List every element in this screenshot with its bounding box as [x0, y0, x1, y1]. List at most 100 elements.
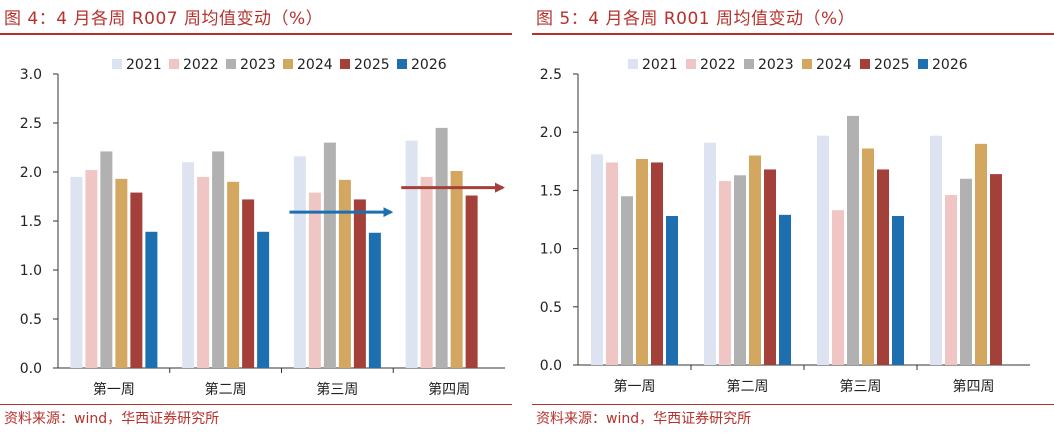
r007-bar-2023-1: [100, 151, 113, 368]
r001-bar-2024-4: [975, 143, 987, 365]
r007-source-rule: [0, 404, 512, 405]
r001-legend-label-2025: 2025: [874, 57, 910, 73]
r001-bar-2024-1: [636, 158, 648, 365]
r007-y-tick-label: 1.0: [20, 263, 42, 279]
r007-bar-2025-4: [465, 195, 478, 368]
r001-bar-2025-3: [877, 169, 889, 365]
r001-bar-2022-2: [719, 181, 731, 365]
r001-figure-title: 图 5：4 月各周 R001 周均值变动（%）: [536, 9, 856, 29]
r007-bar-2024-1: [115, 178, 128, 368]
r001-legend-swatch-2023: [744, 59, 754, 69]
r007-legend-label-2026: 2026: [411, 57, 447, 73]
r001-bar-2021-1: [591, 154, 603, 365]
r007-legend-swatch-2023: [226, 59, 236, 69]
r007-figure-title: 图 4：4 月各周 R007 周均值变动（%）: [4, 9, 324, 29]
r001-bar-2023-1: [621, 196, 633, 365]
r001-bar-2023-4: [960, 178, 972, 365]
r007-y-tick-label: 3.0: [20, 67, 42, 83]
r001-category-label: 第一周: [614, 378, 656, 395]
r007-category-label: 第二周: [205, 381, 247, 398]
r001-legend-swatch-2026: [918, 59, 928, 69]
r001-bar-2023-2: [734, 175, 746, 365]
r007-y-tick-label: 1.5: [20, 214, 42, 230]
r001-bar-2026-3: [892, 216, 904, 365]
r007-category-label: 第一周: [93, 381, 135, 398]
r001-legend-label-2026: 2026: [932, 57, 968, 73]
r001-bar-2025-2: [764, 169, 776, 365]
r001-chart-panel: 图 5：4 月各周 R001 周均值变动（%） 2021 2022 2023 2024…: [532, 0, 1054, 435]
r001-source-rule: [532, 404, 1054, 405]
r007-category-label: 第三周: [316, 381, 358, 398]
r007-legend-swatch-2025: [340, 59, 350, 69]
r001-bar-chart: 2021 2022 2023 2024 2025 2026 0.0 0.5 1.0 1.5 2.0 2…: [540, 57, 1030, 395]
r001-y-tick-label: 1.5: [540, 183, 562, 199]
r001-legend-label-2021: 2021: [642, 57, 678, 73]
r001-bar-2024-3: [862, 148, 874, 365]
r007-bar-2025-1: [130, 192, 143, 368]
r007-legend-label-2022: 2022: [183, 57, 219, 73]
r007-legend-label-2023: 2023: [240, 57, 276, 73]
r001-bar-2022-4: [945, 195, 957, 365]
r007-bar-2026-1: [145, 231, 158, 368]
r001-legend-swatch-2021: [628, 59, 638, 69]
r001-y-tick-label: 0.0: [540, 358, 562, 374]
r007-bar-2021-1: [70, 176, 83, 368]
r007-legend-label-2025: 2025: [354, 57, 390, 73]
r007-legend-swatch-2024: [283, 59, 293, 69]
r001-legend-label-2024: 2024: [816, 57, 852, 73]
r007-bar-2022-4: [420, 176, 433, 368]
r007-bar-2022-2: [197, 176, 210, 368]
r007-bar-2022-3: [308, 192, 321, 368]
r001-bar-2022-3: [832, 210, 844, 365]
r007-legend-swatch-2022: [169, 59, 179, 69]
r007-y-tick-label: 2.0: [20, 165, 42, 181]
r007-bar-2021-2: [182, 162, 195, 368]
r001-legend-swatch-2022: [686, 59, 696, 69]
r007-bar-2026-3: [368, 232, 381, 368]
r007-y-tick-label: 0.0: [20, 361, 42, 377]
r007-category-label: 第四周: [428, 381, 470, 398]
r001-legend-label-2022: 2022: [700, 57, 736, 73]
r001-y-tick-label: 2.0: [540, 125, 562, 141]
r001-bar-2021-3: [817, 135, 829, 365]
r007-legend-swatch-2021: [112, 59, 122, 69]
r007-bar-2024-4: [450, 171, 463, 368]
r007-bar-2021-4: [405, 140, 418, 368]
r001-bar-2024-2: [749, 155, 761, 365]
r001-bar-2025-4: [990, 174, 1002, 365]
r007-legend-swatch-2026: [397, 59, 407, 69]
r001-category-label: 第三周: [840, 378, 882, 395]
r007-legend-label-2021: 2021: [126, 57, 162, 73]
r007-bar-chart: 2021 2022 2023 2024 2025 2026 0.0 0.5 1.0 1.5 2.0 2…: [20, 57, 505, 398]
r001-category-label: 第四周: [953, 378, 995, 395]
r001-bar-2025-1: [651, 162, 663, 365]
r001-y-tick-label: 2.5: [540, 67, 562, 83]
r001-bar-2021-2: [704, 142, 716, 365]
r007-bar-2021-3: [293, 156, 306, 368]
r007-bar-2022-1: [85, 170, 98, 368]
r007-source-note: 资料来源：wind，华西证券研究所: [4, 411, 220, 427]
r007-legend-label-2024: 2024: [297, 57, 333, 73]
r007-bar-2024-3: [338, 179, 351, 368]
r007-y-tick-label: 2.5: [20, 116, 42, 132]
r007-title-rule: [0, 33, 512, 35]
r007-bar-2024-2: [227, 181, 240, 368]
r001-y-tick-label: 0.5: [540, 300, 562, 316]
r001-bar-2021-4: [930, 135, 942, 365]
r001-source-note: 资料来源：wind，华西证券研究所: [536, 411, 752, 427]
r001-legend-label-2023: 2023: [758, 57, 794, 73]
r001-category-label: 第二周: [727, 378, 769, 395]
r001-legend-swatch-2024: [802, 59, 812, 69]
r001-bar-2026-1: [666, 216, 678, 365]
r007-bar-2026-2: [257, 231, 270, 368]
r007-bar-2025-2: [242, 199, 255, 368]
r001-legend-swatch-2025: [860, 59, 870, 69]
r001-bar-2026-2: [779, 214, 791, 365]
r007-bar-2023-4: [435, 127, 448, 369]
r007-bar-2025-3: [353, 199, 366, 368]
r001-title-rule: [532, 33, 1054, 35]
r007-y-tick-label: 0.5: [20, 312, 42, 328]
r007-bar-2023-3: [323, 142, 336, 368]
r007-bar-2023-2: [212, 151, 225, 368]
r001-bar-2022-1: [606, 162, 618, 365]
